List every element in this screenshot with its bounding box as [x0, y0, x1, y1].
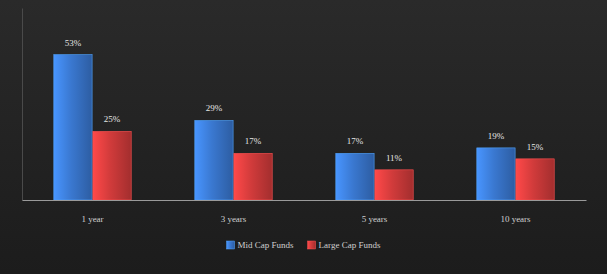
y-axis-line	[22, 9, 23, 201]
bar	[195, 120, 233, 200]
x-axis: 1 year 3 years 5 years 10 years	[23, 201, 587, 225]
bar	[336, 153, 374, 200]
y-axis	[22, 9, 23, 201]
data-label: 19%	[488, 131, 505, 141]
legend-swatch	[308, 241, 316, 249]
data-label: 11%	[386, 153, 403, 163]
x-tick: 3 years	[221, 214, 247, 224]
bar	[234, 153, 272, 200]
legend-item: Large Cap Funds	[308, 240, 381, 250]
bar	[477, 148, 515, 200]
x-tick: 1 year	[81, 214, 103, 224]
bar	[54, 55, 92, 200]
data-labels: 53% 29% 17% 19% 25% 17% 11% 15%	[65, 38, 544, 163]
bar	[516, 159, 554, 200]
data-label: 25%	[104, 114, 121, 124]
x-tick-label: 1 year	[81, 214, 103, 224]
legend: Mid Cap Funds Large Cap Funds	[227, 240, 381, 250]
data-label: 17%	[347, 136, 364, 146]
x-axis-line	[23, 200, 587, 201]
legend-label: Mid Cap Funds	[238, 240, 295, 250]
bar	[93, 131, 131, 200]
x-tick: 10 years	[500, 214, 531, 224]
data-label: 29%	[206, 103, 223, 113]
x-tick-label: 3 years	[221, 214, 247, 224]
bar	[375, 170, 413, 200]
x-tick-label: 5 years	[362, 214, 388, 224]
legend-item: Mid Cap Funds	[227, 240, 295, 250]
background	[0, 0, 607, 274]
legend-swatch	[227, 241, 235, 249]
data-label: 17%	[245, 136, 262, 146]
data-label: 15%	[527, 142, 544, 152]
legend-label: Large Cap Funds	[319, 240, 381, 250]
x-tick: 5 years	[362, 214, 388, 224]
x-tick-label: 10 years	[500, 214, 531, 224]
chart-svg: 53% 29% 17% 19% 25% 17% 11% 15% 1 year 3 years 5 y…	[0, 0, 607, 274]
chart-container: 53% 29% 17% 19% 25% 17% 11% 15% 1 year 3 years 5 y…	[0, 0, 607, 274]
data-label: 53%	[65, 38, 82, 48]
bars	[54, 55, 554, 200]
